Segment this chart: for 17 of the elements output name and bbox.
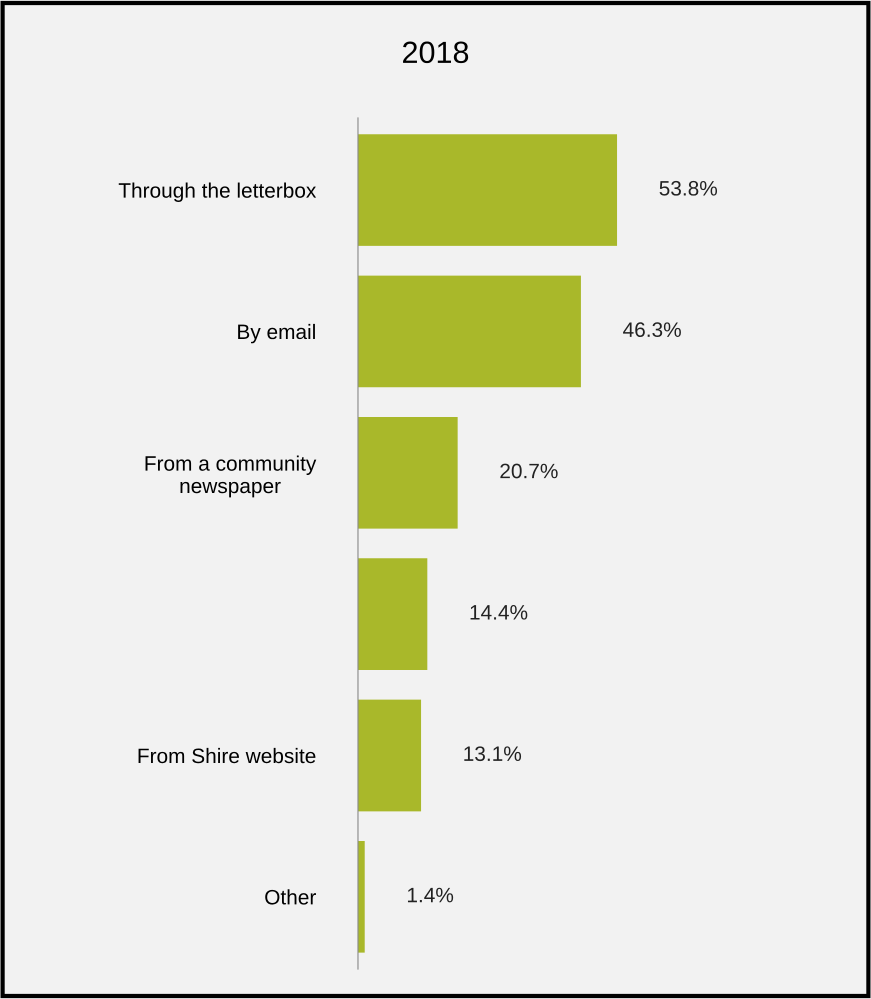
bar [358,276,581,388]
y-tick-label: Through the letterbox [118,182,316,202]
bar [358,416,458,529]
bar [358,700,422,812]
chart-title: 2018 [403,42,468,64]
data-label: 53.8% [660,180,718,196]
y-tick-label: From Shire website [138,748,316,764]
data-label: 13.1% [464,746,522,762]
data-label: 1.4% [408,888,454,902]
bar [358,558,428,670]
data-label: 46.3% [623,322,681,338]
data-label: 14.4% [470,605,528,620]
data-label: 20.7% [500,464,558,478]
y-tick-label: Other [265,889,316,905]
y-tick-label: From a community newspaper [146,456,316,498]
bar [358,134,618,246]
y-tick-label: By email [238,324,315,344]
